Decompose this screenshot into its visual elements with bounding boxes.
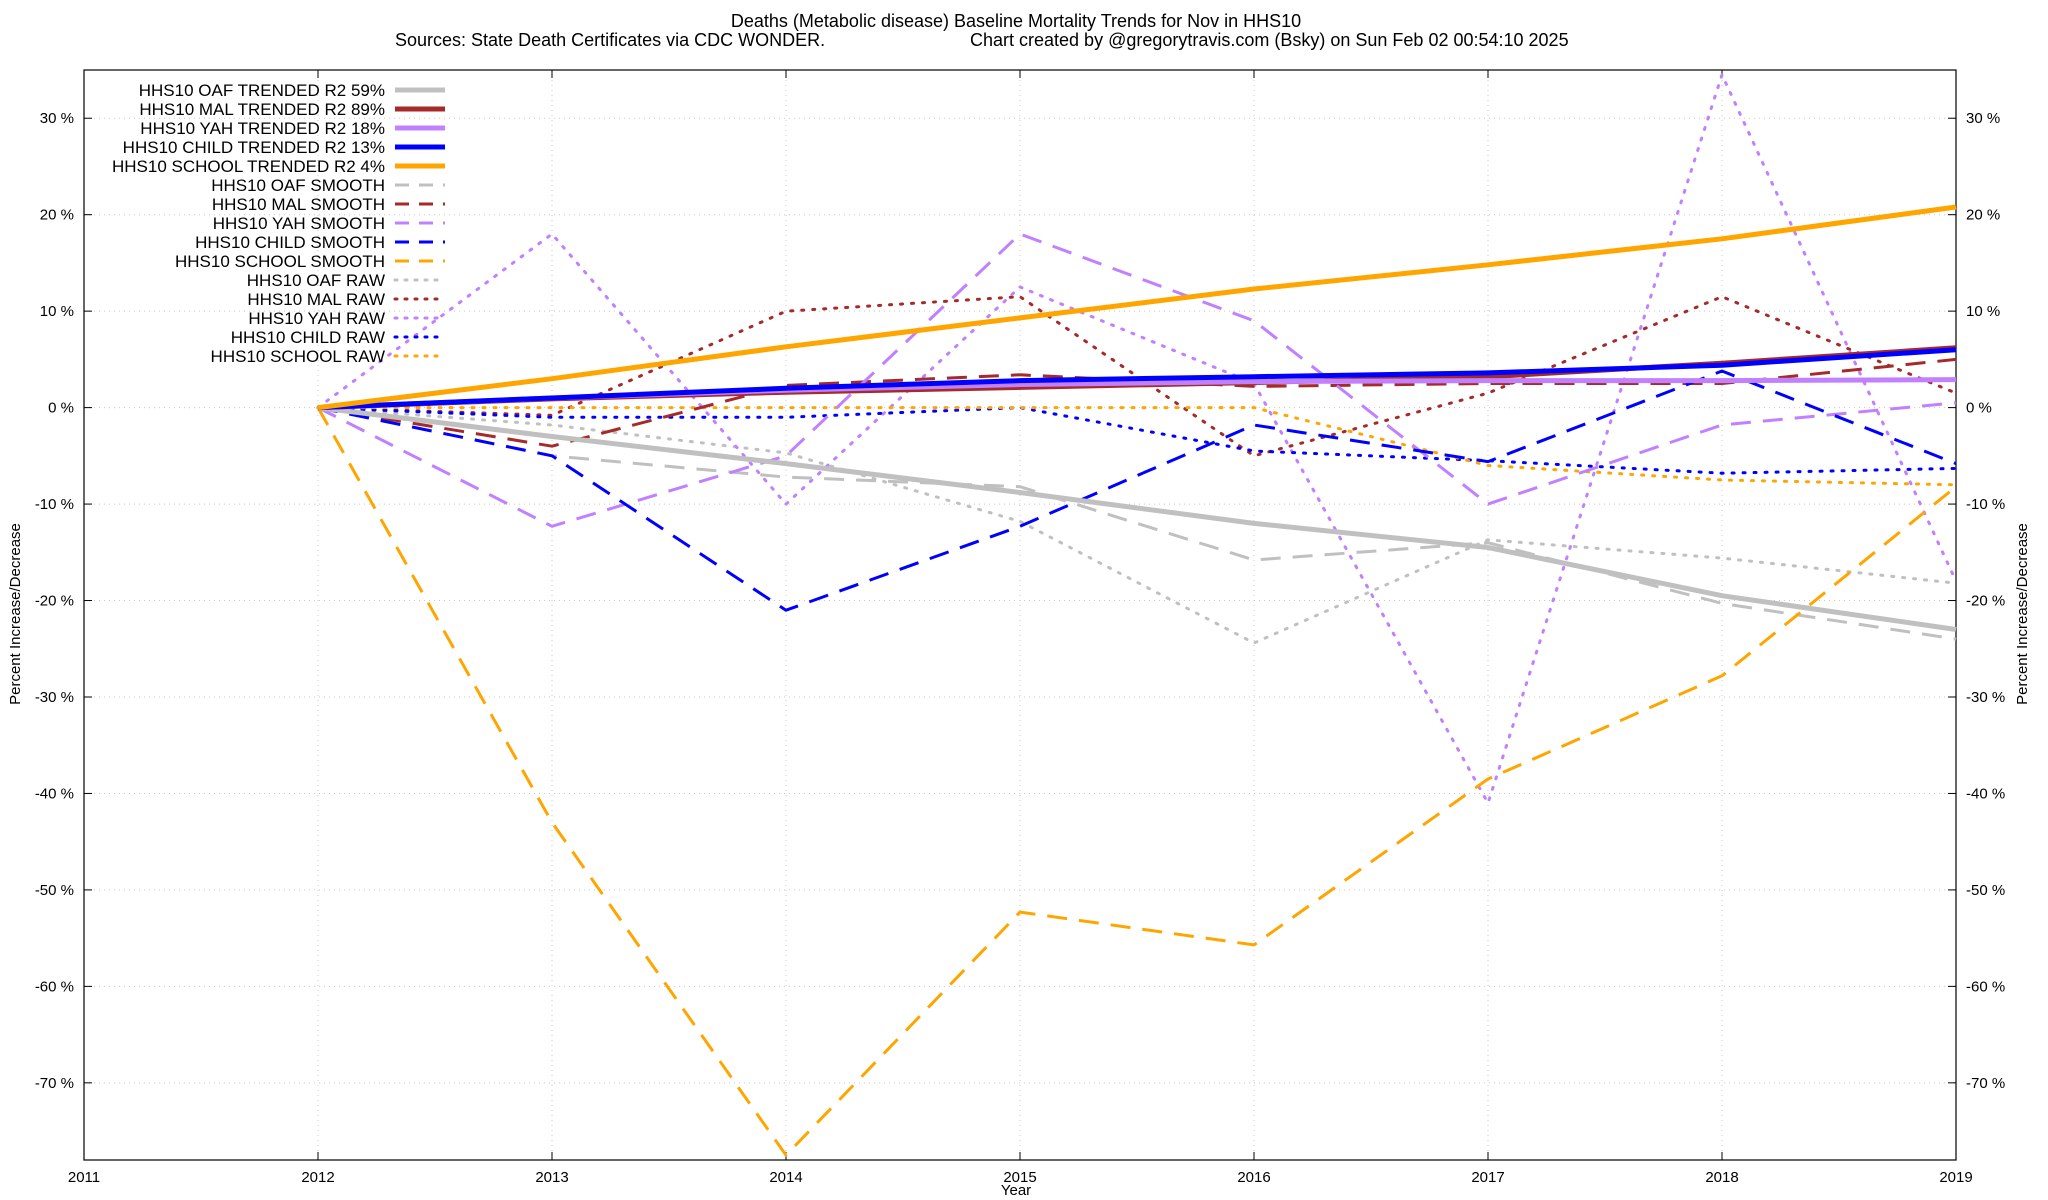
legend-label: HHS10 OAF TRENDED R2 59% [139,81,385,100]
y-tick-label-right: -60 % [1966,978,2005,995]
x-tick-label: 2015 [1003,1169,1036,1186]
legend-label: HHS10 OAF SMOOTH [211,176,385,195]
series-line-hhs10-child-raw [316,406,1958,475]
y-tick-label-right: 20 % [1966,207,2000,224]
y-tick-label-left: -50 % [35,882,74,899]
series-line-hhs10-school-trended-r2-4 [317,204,1957,411]
x-tick-label: 2016 [1237,1169,1270,1186]
legend-label: HHS10 MAL SMOOTH [212,195,385,214]
y-tick-label-left: 10 % [40,303,74,320]
legend-label: HHS10 MAL TRENDED R2 89% [139,100,385,119]
series-line-hhs10-oaf-raw [316,406,1958,645]
series-line-hhs10-yah-smooth [317,232,1957,528]
chart-title: Deaths (Metabolic disease) Baseline Mort… [731,11,1301,31]
y-tick-label-left: -70 % [35,1075,74,1092]
x-tick-label: 2014 [769,1169,802,1186]
series-line-hhs10-oaf-trended-r2-59 [317,405,1957,632]
legend-label: HHS10 OAF RAW [247,271,385,290]
y-tick-label-left: 30 % [40,110,74,127]
chart-subtitle-source: Sources: State Death Certificates via CD… [395,30,825,50]
y-tick-label-right: -20 % [1966,593,2005,610]
y-tick-label-right: -70 % [1966,1075,2005,1092]
y-tick-label-left: -10 % [35,496,74,513]
chart-subtitle-credit: Chart created by @gregorytravis.com (Bsk… [970,30,1569,50]
legend: HHS10 OAF TRENDED R2 59%HHS10 MAL TRENDE… [112,81,447,366]
series-line-hhs10-child-smooth [317,369,1957,612]
x-tick-label: 2012 [301,1169,334,1186]
y-tick-label-right: 0 % [1966,400,1992,417]
x-tick-label: 2017 [1471,1169,1504,1186]
y-tick-label-right: -50 % [1966,882,2005,899]
series-line-hhs10-yah-raw [316,73,1958,805]
legend-label: HHS10 CHILD TRENDED R2 13% [123,138,385,157]
y-tick-label-left: -30 % [35,689,74,706]
grid [84,70,1956,1160]
x-tick-label: 2013 [535,1169,568,1186]
y-axis-label-left: Percent Increase/Decrease [7,523,24,705]
axis-ticks: 2011 2012 2013 2014 2015 2016 2017 2018 2019 30 %… [35,70,2005,1186]
y-tick-label-left: -60 % [35,978,74,995]
x-tick-label: 2019 [1939,1169,1972,1186]
legend-label: HHS10 CHILD SMOOTH [195,233,385,252]
series-line-hhs10-school-smooth [316,406,1957,1157]
legend-label: HHS10 YAH SMOOTH [213,214,385,233]
legend-label: HHS10 SCHOOL RAW [211,347,385,366]
y-tick-label-left: 0 % [48,400,74,417]
y-tick-label-left: -20 % [35,593,74,610]
x-tick-label: 2018 [1705,1169,1738,1186]
series-line-hhs10-oaf-smooth [317,406,1957,641]
y-tick-label-left: -40 % [35,785,74,802]
y-tick-label-right: -30 % [1966,689,2005,706]
y-tick-label-left: 20 % [40,207,74,224]
y-tick-label-right: -40 % [1966,785,2005,802]
legend-label: HHS10 SCHOOL SMOOTH [175,252,385,271]
x-tick-label: 2011 [68,1169,100,1186]
series-line-hhs10-child-trended-r2-13 [317,347,1957,411]
y-tick-label-right: -10 % [1966,496,2005,513]
legend-label: HHS10 CHILD RAW [231,328,385,347]
series-lines [316,73,1958,1157]
legend-label: HHS10 SCHOOL TRENDED R2 4% [112,157,385,176]
x-axis-label: Year [1001,1182,1031,1199]
legend-label: HHS10 MAL RAW [247,290,385,309]
series-line-hhs10-yah-trended-r2-18 [317,377,1957,411]
y-axis-label-right: Percent Increase/Decrease [2014,523,2031,705]
series-line-hhs10-mal-smooth [317,357,1957,448]
legend-label: HHS10 YAH TRENDED R2 18% [140,119,385,138]
y-tick-label-right: 30 % [1966,110,2000,127]
y-tick-label-right: 10 % [1966,303,2000,320]
legend-label: HHS10 YAH RAW [248,309,385,328]
